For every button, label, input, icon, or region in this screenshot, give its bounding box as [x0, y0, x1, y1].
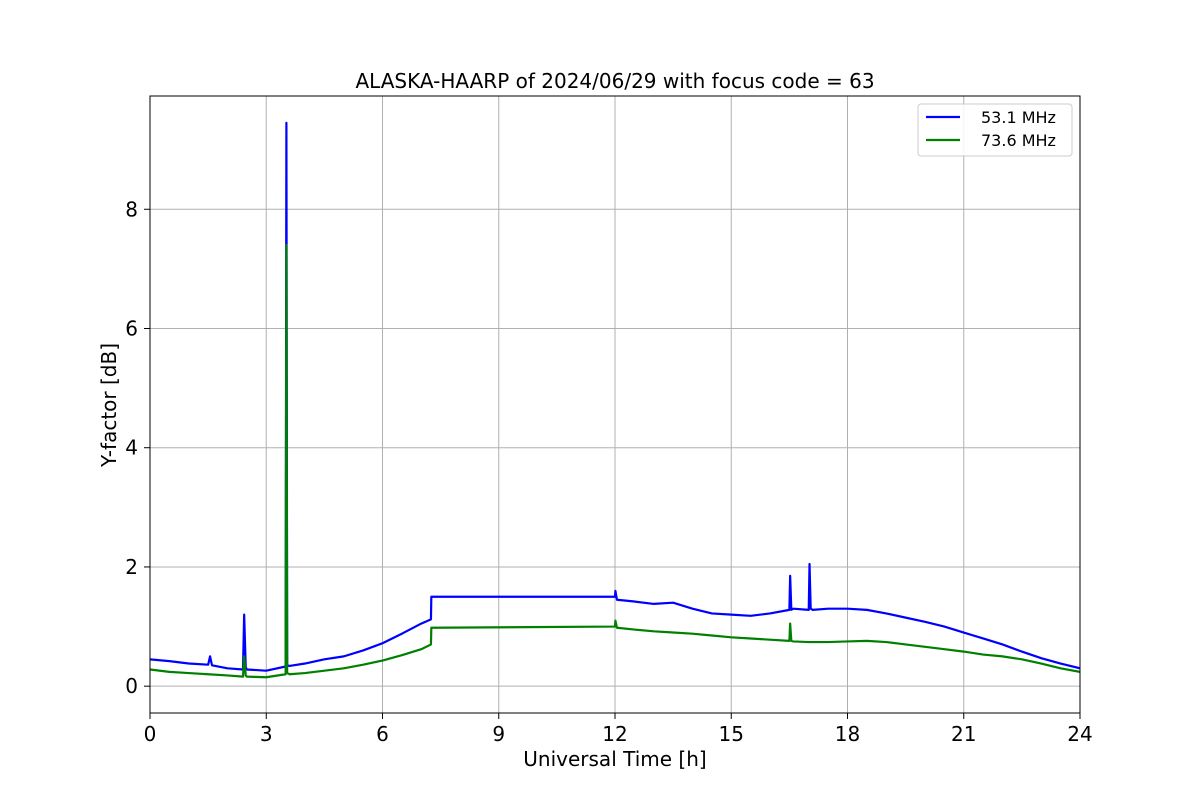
x-tick-label: 12 [602, 722, 627, 746]
series-line-1 [150, 121, 1080, 672]
legend-label-1: 53.1 MHz [981, 108, 1056, 127]
chart-title: ALASKA-HAARP of 2024/06/29 with focus co… [355, 69, 874, 93]
series-layer [150, 121, 1080, 679]
x-tick-label: 21 [951, 722, 976, 746]
x-tick-label: 3 [260, 722, 273, 746]
x-tick-label: 6 [376, 722, 389, 746]
y-tick-label: 0 [125, 674, 138, 698]
legend: 53.1 MHz 73.6 MHz [917, 103, 1073, 157]
y-tick-label: 4 [125, 436, 138, 460]
y-tick-label: 8 [125, 197, 138, 221]
y-tick-label: 6 [125, 316, 138, 340]
x-tick-label: 24 [1067, 722, 1092, 746]
x-axis-label: Universal Time [h] [523, 747, 706, 771]
y-axis-label: Y-factor [dB] [97, 343, 121, 468]
x-tick-label: 15 [719, 722, 744, 746]
y-tick-label: 2 [125, 555, 138, 579]
x-tick-label: 9 [492, 722, 505, 746]
series-line-2 [150, 243, 1080, 679]
legend-label-2: 73.6 MHz [981, 131, 1056, 150]
x-tick-label: 18 [835, 722, 860, 746]
x-tick-label: 0 [144, 722, 157, 746]
